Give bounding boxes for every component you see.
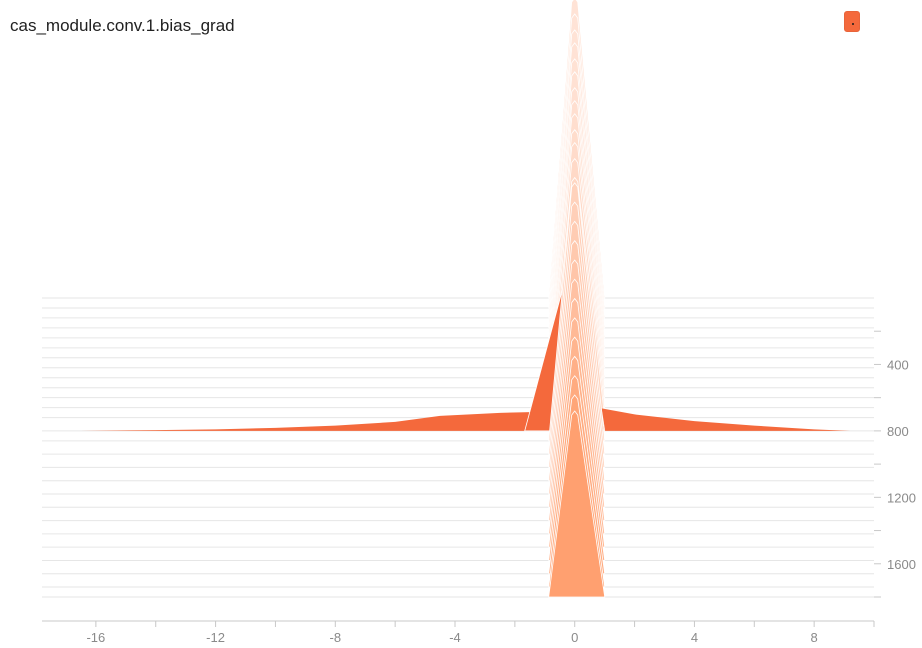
- histogram-slice-step-1340: [42, 297, 874, 522]
- x-axis-tick-label: 4: [691, 630, 698, 645]
- histogram-slice-step-540: [42, 129, 874, 389]
- chart-title: cas_module.conv.1.bias_grad: [10, 16, 235, 35]
- step-axis-tick-label: 1200: [887, 490, 916, 505]
- histogram-slice-step-860: [42, 182, 874, 442]
- x-axis-tick-label: -12: [206, 630, 225, 645]
- histogram-slice-step-0: [42, 0, 874, 299]
- x-axis-tick-label: -4: [449, 630, 461, 645]
- x-axis-tick-label: -8: [330, 630, 342, 645]
- histogram-slice-step-1580: [42, 355, 874, 561]
- histogram-slice-step-1100: [42, 240, 874, 482]
- legend-toggle-button[interactable]: [844, 11, 860, 32]
- histogram-layers: [42, 0, 874, 598]
- histogram-slice-step-120: [42, 29, 874, 319]
- legend-marker-icon: [852, 23, 854, 25]
- histogram-slice-step-1260: [42, 278, 874, 508]
- histogram-slice-step-1660: [42, 375, 874, 575]
- histogram-slice-step-60: [42, 13, 874, 309]
- x-axis-tick-label: 0: [571, 630, 578, 645]
- histogram-slice-step-1800: [42, 410, 874, 598]
- x-axis-tick-label: -16: [86, 630, 105, 645]
- histogram-slice-step-180: [42, 42, 874, 329]
- x-axis-tick-label: 8: [811, 630, 818, 645]
- histogram-slice-step-240: [42, 58, 874, 339]
- step-axis-tick-label: 800: [887, 424, 909, 439]
- histogram-tail-area: [80, 408, 851, 431]
- histogram-slice-step-360: [42, 87, 874, 359]
- histogram-slice-step-660: [42, 157, 874, 409]
- histogram-slice-step-300: [42, 71, 874, 349]
- histogram-spike: [548, 410, 606, 598]
- chart-axes: -16 -12 -8 -4 0 4 8 400 800 1200 1600: [42, 330, 916, 645]
- histogram-slice-step-1500: [42, 336, 874, 548]
- histogram-slice-step-600: [42, 142, 874, 399]
- step-axis-tick-label: 1600: [887, 557, 916, 572]
- histogram-slice-step-1180: [42, 259, 874, 495]
- histogram-slice-step-800: [42, 250, 874, 432]
- step-axis-tick-label: 400: [887, 357, 909, 372]
